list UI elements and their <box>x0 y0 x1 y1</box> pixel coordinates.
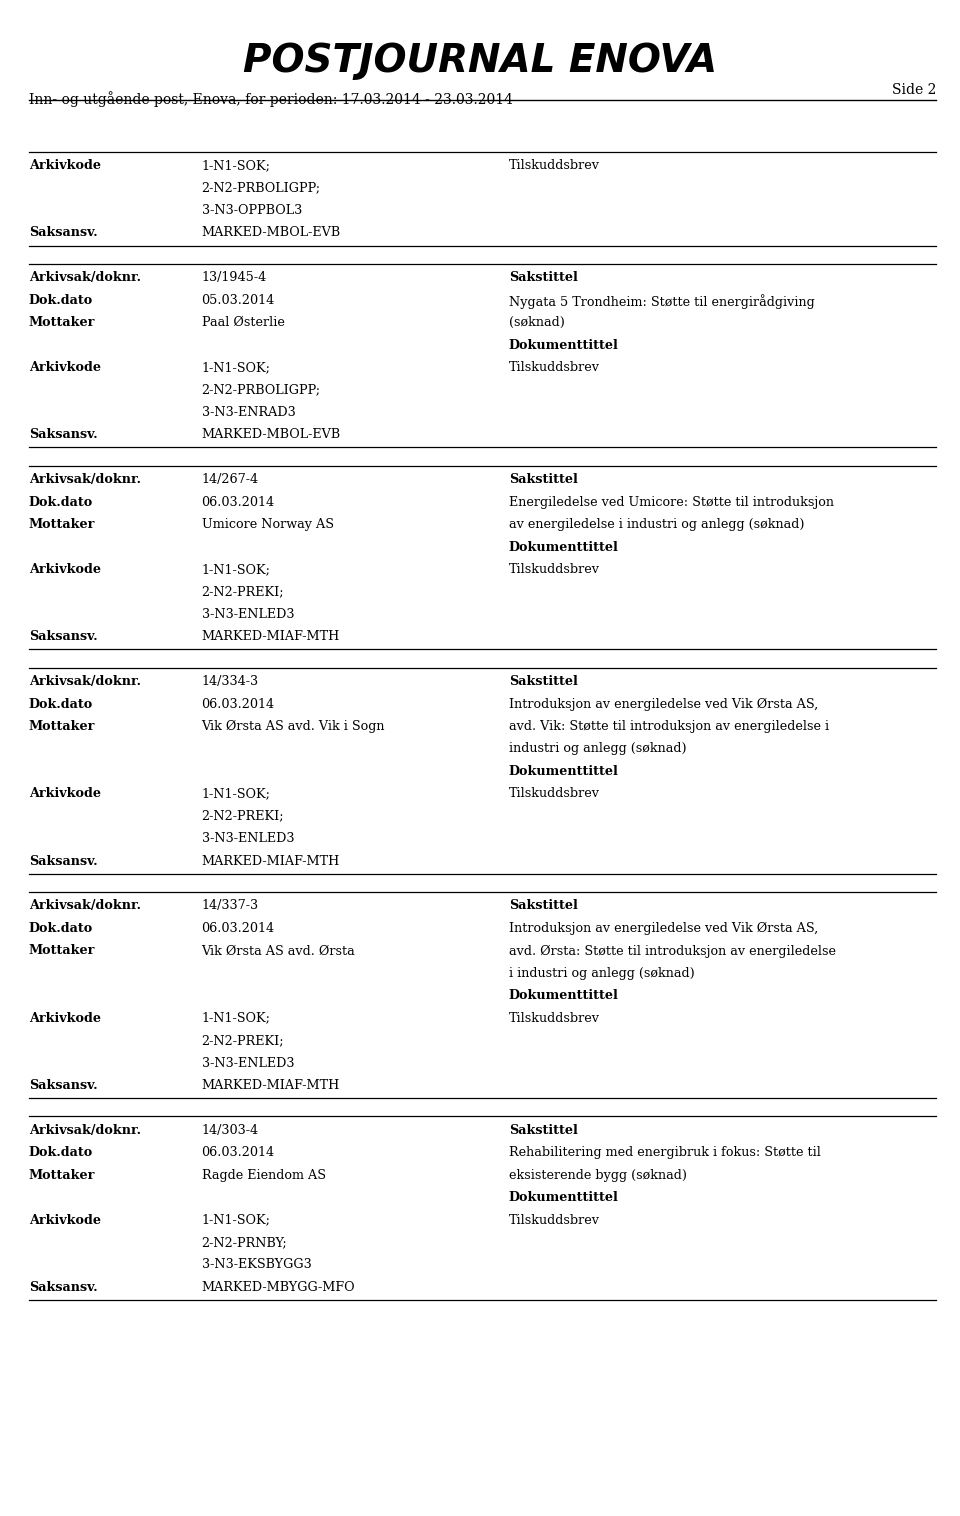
Text: Inn- og utgående post, Enova, for perioden: 17.03.2014 - 23.03.2014: Inn- og utgående post, Enova, for period… <box>29 91 513 106</box>
Text: Arkivsak/doknr.: Arkivsak/doknr. <box>29 675 141 688</box>
Text: Arkivkode: Arkivkode <box>29 361 101 374</box>
Text: Sakstittel: Sakstittel <box>509 899 578 913</box>
Text: Saksansv.: Saksansv. <box>29 1079 97 1092</box>
Text: Vik Ørsta AS avd. Vik i Sogn: Vik Ørsta AS avd. Vik i Sogn <box>202 720 385 734</box>
Text: Umicore Norway AS: Umicore Norway AS <box>202 518 334 531</box>
Text: Paal Østerlie: Paal Østerlie <box>202 317 284 329</box>
Text: Mottaker: Mottaker <box>29 317 95 329</box>
Text: Arkivkode: Arkivkode <box>29 562 101 576</box>
Text: Arkivkode: Arkivkode <box>29 1011 101 1025</box>
Text: 3-N3-ENLED3: 3-N3-ENLED3 <box>202 832 294 846</box>
Text: MARKED-MBOL-EVB: MARKED-MBOL-EVB <box>202 226 341 240</box>
Text: Tilskuddsbrev: Tilskuddsbrev <box>509 562 600 576</box>
Text: Dok.dato: Dok.dato <box>29 922 93 935</box>
Text: 1-N1-SOK;: 1-N1-SOK; <box>202 1011 271 1025</box>
Text: Saksansv.: Saksansv. <box>29 429 97 441</box>
Text: 1-N1-SOK;: 1-N1-SOK; <box>202 1214 271 1226</box>
Text: Tilskuddsbrev: Tilskuddsbrev <box>509 361 600 374</box>
Text: Ragde Eiendom AS: Ragde Eiendom AS <box>202 1169 325 1181</box>
Text: 1-N1-SOK;: 1-N1-SOK; <box>202 787 271 800</box>
Text: eksisterende bygg (søknad): eksisterende bygg (søknad) <box>509 1169 686 1181</box>
Text: Mottaker: Mottaker <box>29 1169 95 1181</box>
Text: MARKED-MIAF-MTH: MARKED-MIAF-MTH <box>202 855 340 867</box>
Text: avd. Vik: Støtte til introduksjon av energiledelse i: avd. Vik: Støtte til introduksjon av ene… <box>509 720 828 734</box>
Text: 2-N2-PRBOLIGPP;: 2-N2-PRBOLIGPP; <box>202 384 321 397</box>
Text: Arkivkode: Arkivkode <box>29 159 101 173</box>
Text: 05.03.2014: 05.03.2014 <box>202 294 275 306</box>
Text: 13/1945-4: 13/1945-4 <box>202 271 267 285</box>
Text: Sakstittel: Sakstittel <box>509 675 578 688</box>
Text: 06.03.2014: 06.03.2014 <box>202 697 275 711</box>
Text: 1-N1-SOK;: 1-N1-SOK; <box>202 361 271 374</box>
Text: Dokumenttittel: Dokumenttittel <box>509 1192 618 1204</box>
Text: Sakstittel: Sakstittel <box>509 473 578 487</box>
Text: 2-N2-PREKI;: 2-N2-PREKI; <box>202 810 284 823</box>
Text: Sakstittel: Sakstittel <box>509 271 578 285</box>
Text: Dokumenttittel: Dokumenttittel <box>509 338 618 352</box>
Text: Arkivsak/doknr.: Arkivsak/doknr. <box>29 1123 141 1137</box>
Text: av energiledelse i industri og anlegg (søknad): av energiledelse i industri og anlegg (s… <box>509 518 804 531</box>
Text: 06.03.2014: 06.03.2014 <box>202 922 275 935</box>
Text: Arkivkode: Arkivkode <box>29 787 101 800</box>
Text: Introduksjon av energiledelse ved Vik Ørsta AS,: Introduksjon av energiledelse ved Vik Ør… <box>509 922 818 935</box>
Text: industri og anlegg (søknad): industri og anlegg (søknad) <box>509 743 686 755</box>
Text: Mottaker: Mottaker <box>29 944 95 957</box>
Text: Vik Ørsta AS avd. Ørsta: Vik Ørsta AS avd. Ørsta <box>202 944 355 957</box>
Text: 14/267-4: 14/267-4 <box>202 473 259 487</box>
Text: Dok.dato: Dok.dato <box>29 1146 93 1160</box>
Text: Saksansv.: Saksansv. <box>29 226 97 240</box>
Text: Saksansv.: Saksansv. <box>29 631 97 643</box>
Text: 2-N2-PREKI;: 2-N2-PREKI; <box>202 585 284 599</box>
Text: MARKED-MIAF-MTH: MARKED-MIAF-MTH <box>202 1079 340 1092</box>
Text: Rehabilitering med energibruk i fokus: Støtte til: Rehabilitering med energibruk i fokus: S… <box>509 1146 821 1160</box>
Text: 2-N2-PRNBY;: 2-N2-PRNBY; <box>202 1236 287 1249</box>
Text: 3-N3-ENLED3: 3-N3-ENLED3 <box>202 608 294 622</box>
Text: Tilskuddsbrev: Tilskuddsbrev <box>509 1011 600 1025</box>
Text: Dokumenttittel: Dokumenttittel <box>509 541 618 553</box>
Text: Arkivsak/doknr.: Arkivsak/doknr. <box>29 899 141 913</box>
Text: 1-N1-SOK;: 1-N1-SOK; <box>202 562 271 576</box>
Text: 06.03.2014: 06.03.2014 <box>202 1146 275 1160</box>
Text: 14/337-3: 14/337-3 <box>202 899 259 913</box>
Text: Energiledelse ved Umicore: Støtte til introduksjon: Energiledelse ved Umicore: Støtte til in… <box>509 496 834 509</box>
Text: Sakstittel: Sakstittel <box>509 1123 578 1137</box>
Text: Mottaker: Mottaker <box>29 720 95 734</box>
Text: Introduksjon av energiledelse ved Vik Ørsta AS,: Introduksjon av energiledelse ved Vik Ør… <box>509 697 818 711</box>
Text: MARKED-MIAF-MTH: MARKED-MIAF-MTH <box>202 631 340 643</box>
Text: Dok.dato: Dok.dato <box>29 697 93 711</box>
Text: 2-N2-PREKI;: 2-N2-PREKI; <box>202 1034 284 1048</box>
Text: Dokumenttittel: Dokumenttittel <box>509 766 618 778</box>
Text: Tilskuddsbrev: Tilskuddsbrev <box>509 787 600 800</box>
Text: (søknad): (søknad) <box>509 317 564 329</box>
Text: Nygata 5 Trondheim: Støtte til energirådgiving: Nygata 5 Trondheim: Støtte til energiråd… <box>509 294 814 309</box>
Text: 06.03.2014: 06.03.2014 <box>202 496 275 509</box>
Text: Tilskuddsbrev: Tilskuddsbrev <box>509 1214 600 1226</box>
Text: Saksansv.: Saksansv. <box>29 1281 97 1293</box>
Text: 14/334-3: 14/334-3 <box>202 675 259 688</box>
Text: 3-N3-EKSBYGG3: 3-N3-EKSBYGG3 <box>202 1258 311 1272</box>
Text: Dokumenttittel: Dokumenttittel <box>509 990 618 1002</box>
Text: i industri og anlegg (søknad): i industri og anlegg (søknad) <box>509 967 694 979</box>
Text: 1-N1-SOK;: 1-N1-SOK; <box>202 159 271 173</box>
Text: MARKED-MBYGG-MFO: MARKED-MBYGG-MFO <box>202 1281 355 1293</box>
Text: avd. Ørsta: Støtte til introduksjon av energiledelse: avd. Ørsta: Støtte til introduksjon av e… <box>509 944 836 958</box>
Text: 2-N2-PRBOLIGPP;: 2-N2-PRBOLIGPP; <box>202 182 321 194</box>
Text: Arkivsak/doknr.: Arkivsak/doknr. <box>29 473 141 487</box>
Text: POSTJOURNAL ENOVA: POSTJOURNAL ENOVA <box>243 42 717 80</box>
Text: Side 2: Side 2 <box>892 83 936 97</box>
Text: Saksansv.: Saksansv. <box>29 855 97 867</box>
Text: 3-N3-ENRAD3: 3-N3-ENRAD3 <box>202 406 296 418</box>
Text: MARKED-MBOL-EVB: MARKED-MBOL-EVB <box>202 429 341 441</box>
Text: Mottaker: Mottaker <box>29 518 95 531</box>
Text: 3-N3-OPPBOL3: 3-N3-OPPBOL3 <box>202 205 301 217</box>
Text: Arkivkode: Arkivkode <box>29 1214 101 1226</box>
Text: Dok.dato: Dok.dato <box>29 496 93 509</box>
Text: 3-N3-ENLED3: 3-N3-ENLED3 <box>202 1057 294 1069</box>
Text: Dok.dato: Dok.dato <box>29 294 93 306</box>
Text: Arkivsak/doknr.: Arkivsak/doknr. <box>29 271 141 285</box>
Text: 14/303-4: 14/303-4 <box>202 1123 259 1137</box>
Text: Tilskuddsbrev: Tilskuddsbrev <box>509 159 600 173</box>
